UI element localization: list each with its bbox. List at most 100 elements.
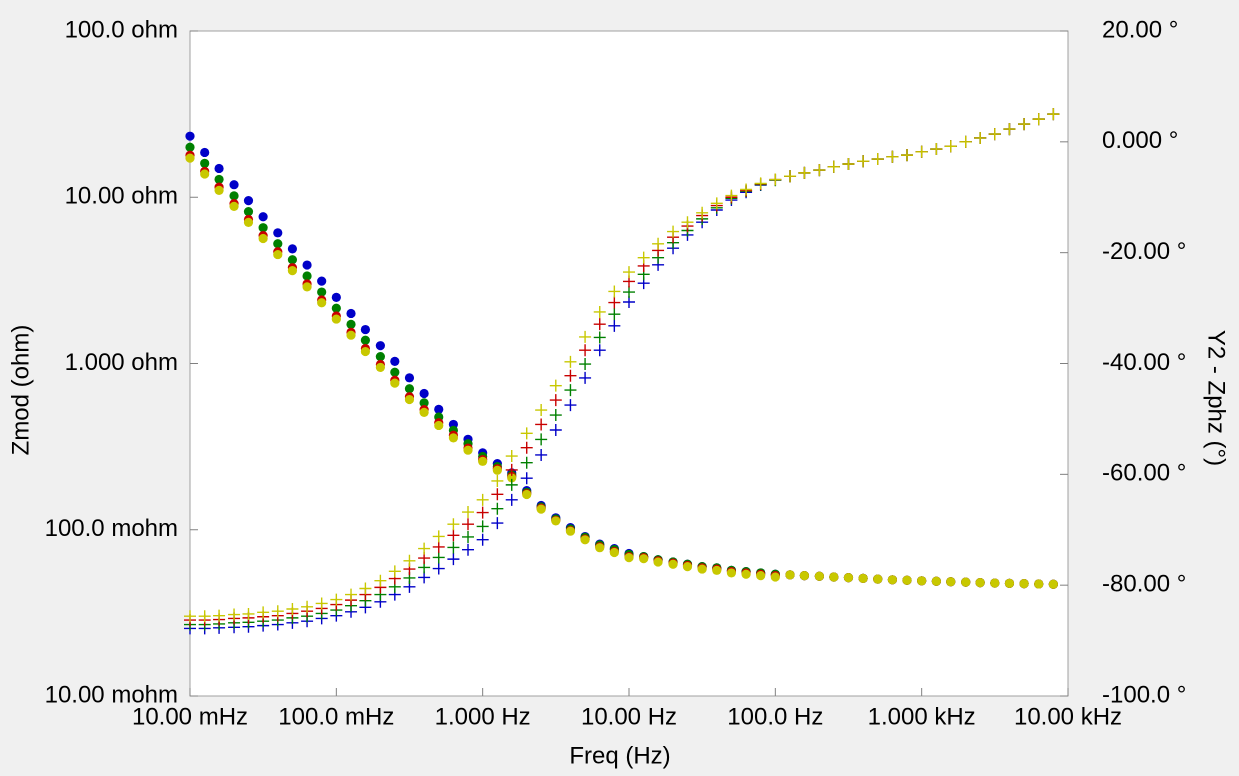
data-point xyxy=(549,394,562,407)
data-point xyxy=(317,298,327,308)
data-point xyxy=(462,506,475,519)
data-point xyxy=(886,150,899,163)
data-point xyxy=(390,356,400,366)
data-point xyxy=(375,341,385,351)
data-point xyxy=(447,553,460,566)
data-point xyxy=(447,518,460,531)
data-point xyxy=(200,147,210,158)
data-point xyxy=(725,189,738,202)
data-point xyxy=(579,371,592,384)
data-point xyxy=(988,128,1001,141)
data-point xyxy=(667,225,680,238)
data-point xyxy=(360,335,371,345)
data-point xyxy=(917,576,927,586)
data-point xyxy=(390,378,400,388)
data-point xyxy=(432,530,445,543)
data-point xyxy=(419,388,429,399)
data-point xyxy=(462,518,475,531)
data-point xyxy=(1034,579,1044,589)
data-point xyxy=(579,330,592,343)
data-point xyxy=(565,526,576,536)
x-tick-label: 100.0 mHz xyxy=(278,703,394,730)
data-point xyxy=(1004,578,1015,588)
data-point xyxy=(491,474,504,487)
data-point xyxy=(961,577,971,587)
data-point xyxy=(712,565,722,575)
data-point xyxy=(375,362,385,373)
data-point xyxy=(346,330,356,340)
data-point xyxy=(214,174,224,185)
y2-tick-label: -40.00 ° xyxy=(1102,349,1186,376)
data-point xyxy=(388,565,401,578)
data-point xyxy=(331,292,341,302)
data-point xyxy=(258,212,268,222)
data-point xyxy=(520,456,533,469)
data-point xyxy=(273,239,283,249)
data-point xyxy=(478,456,488,466)
data-point xyxy=(726,568,737,578)
data-point xyxy=(681,216,694,229)
data-point xyxy=(624,552,634,563)
data-point xyxy=(404,373,415,383)
data-point xyxy=(492,465,502,475)
data-point xyxy=(696,206,709,219)
data-point xyxy=(243,196,254,206)
data-point xyxy=(682,562,693,572)
data-point xyxy=(476,506,489,519)
data-point xyxy=(1048,579,1058,589)
data-point xyxy=(522,489,532,500)
data-point xyxy=(258,233,268,244)
data-point xyxy=(447,529,460,542)
data-point xyxy=(185,153,195,163)
data-point xyxy=(200,158,210,168)
data-point xyxy=(944,140,957,153)
data-point xyxy=(184,610,196,623)
data-point xyxy=(697,564,707,574)
data-point xyxy=(287,255,298,265)
data-point xyxy=(609,547,619,558)
data-point xyxy=(345,588,358,601)
data-point xyxy=(317,276,327,286)
data-point xyxy=(813,164,826,177)
data-point xyxy=(505,478,518,491)
data-point xyxy=(564,384,577,397)
data-point xyxy=(346,308,356,319)
data-point xyxy=(491,488,504,501)
data-point xyxy=(536,504,546,514)
data-point xyxy=(770,572,780,582)
data-point xyxy=(842,158,855,170)
data-point xyxy=(273,249,283,260)
data-point xyxy=(784,170,797,183)
x-tick-label: 1.000 Hz xyxy=(435,703,531,730)
data-point xyxy=(315,597,328,610)
y2-tick-label: -100.0 ° xyxy=(1102,681,1186,708)
data-point xyxy=(814,571,824,581)
x-axis-title: Freq (Hz) xyxy=(569,742,670,769)
data-point xyxy=(959,135,972,148)
data-point xyxy=(535,448,548,461)
data-point xyxy=(549,379,562,392)
data-point xyxy=(507,473,517,483)
data-point xyxy=(564,369,577,382)
data-point xyxy=(434,420,444,431)
data-point xyxy=(1018,118,1031,131)
data-point xyxy=(593,344,606,357)
x-tick-label: 10.00 Hz xyxy=(581,703,677,730)
data-point xyxy=(447,541,460,554)
data-point xyxy=(754,177,767,190)
data-point xyxy=(873,574,883,584)
data-point xyxy=(593,318,606,331)
data-point xyxy=(653,557,663,567)
data-point xyxy=(243,217,254,227)
plot-area xyxy=(189,30,1069,697)
y-tick-label: 100.0 mohm xyxy=(45,515,178,542)
data-point xyxy=(287,266,298,276)
data-point xyxy=(593,305,606,318)
data-point xyxy=(476,493,489,506)
data-point xyxy=(214,163,224,174)
data-point xyxy=(637,251,650,264)
data-point xyxy=(419,407,429,418)
x-tick-label: 100.0 Hz xyxy=(727,703,823,730)
data-point xyxy=(593,331,606,344)
